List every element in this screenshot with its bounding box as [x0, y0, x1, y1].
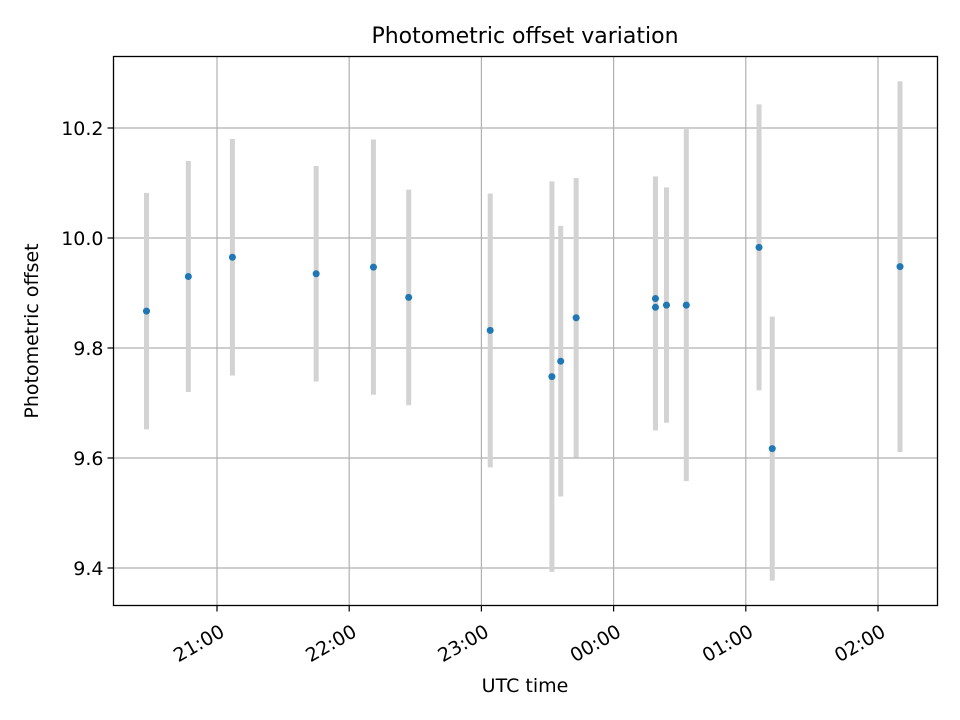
plot-area-frame: [112, 55, 939, 607]
x-tick-label: 21:00: [170, 621, 228, 667]
data-point: [768, 445, 776, 453]
x-axis-ticks: 21:00 22:00 23:00 00:00 01:00 02:00: [170, 605, 889, 667]
x-tick-label: 02:00: [831, 621, 889, 667]
data-point: [662, 301, 670, 309]
data-point: [312, 270, 320, 278]
y-tick-label: 10.0: [61, 228, 103, 250]
x-tick-label: 23:00: [434, 621, 492, 667]
y-tick-label: 9.8: [73, 338, 103, 360]
y-tick-label: 10.2: [61, 118, 103, 140]
data-points: [142, 243, 904, 453]
x-tick-label: 22:00: [302, 621, 360, 667]
x-axis-label: UTC time: [482, 675, 569, 697]
data-point: [228, 253, 236, 261]
data-point: [369, 263, 377, 271]
y-tick-label: 9.4: [73, 558, 103, 580]
y-axis-label: Photometric offset: [21, 243, 43, 418]
x-tick-label: 01:00: [699, 621, 757, 667]
data-point: [651, 295, 659, 302]
data-point: [651, 303, 659, 311]
chart-title: Photometric offset variation: [371, 24, 678, 49]
error-bars: [143, 81, 903, 581]
data-point: [572, 314, 580, 322]
data-point: [557, 357, 565, 365]
data-point: [486, 326, 494, 334]
data-point: [548, 373, 556, 381]
y-axis-ticks: 9.4 9.6 9.8 10.0 10.2: [61, 118, 114, 580]
grid-lines: [113, 56, 938, 606]
y-tick-label: 9.6: [73, 448, 103, 470]
data-point: [184, 273, 192, 280]
x-tick-label: 00:00: [566, 621, 624, 667]
data-point: [896, 263, 904, 271]
data-point: [682, 301, 690, 309]
data-point: [142, 307, 150, 315]
data-point: [755, 243, 763, 251]
data-point: [405, 293, 413, 301]
